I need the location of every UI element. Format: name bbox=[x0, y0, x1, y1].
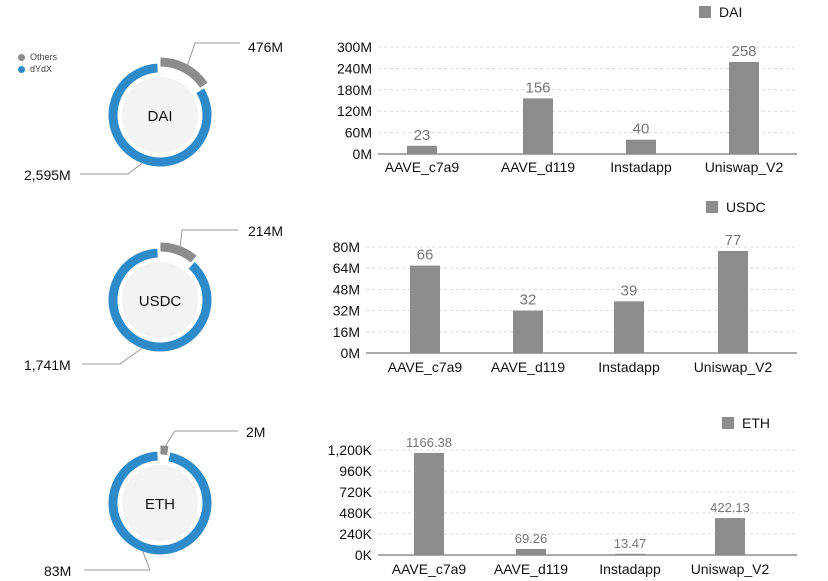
bar-value-label: 66 bbox=[417, 247, 434, 264]
y-tick-label: 960K bbox=[339, 463, 372, 479]
bar-aave-d119 bbox=[523, 98, 553, 154]
leader-line-others bbox=[164, 430, 238, 447]
bar-value-label: 32 bbox=[520, 292, 537, 309]
y-tick-label: 16M bbox=[333, 324, 360, 340]
x-tick-label: AAVE_d119 bbox=[494, 561, 568, 577]
legend-label-dydx: dYdX bbox=[30, 64, 53, 74]
legend-swatch bbox=[706, 201, 718, 213]
bar-uniswap-v2 bbox=[718, 250, 748, 353]
slice-label-others: 476M bbox=[248, 39, 283, 55]
y-tick-label: 480K bbox=[339, 505, 372, 521]
y-tick-label: 80M bbox=[333, 239, 360, 255]
global-legend: Others dYdX bbox=[18, 51, 57, 75]
legend-label: USDC bbox=[726, 199, 766, 215]
bar-value-label: 258 bbox=[731, 43, 756, 60]
y-tick-label: 240M bbox=[337, 60, 372, 76]
x-tick-label: Uniswap_V2 bbox=[705, 159, 784, 175]
bar-aave-c7a9 bbox=[414, 452, 444, 555]
y-tick-label: 240K bbox=[339, 526, 372, 542]
donut-chart-eth: ETH 2M 83M bbox=[44, 424, 265, 579]
y-tick-label: 0K bbox=[355, 547, 373, 563]
legend-item-dydx: dYdX bbox=[18, 63, 57, 75]
bar-value-label: 13.47 bbox=[614, 536, 647, 551]
donut-slice-dydx bbox=[108, 63, 212, 167]
donut-slice-dydx bbox=[108, 248, 212, 352]
y-tick-label: 180M bbox=[337, 82, 372, 98]
bar-uniswap-v2 bbox=[715, 518, 745, 555]
bar-instadapp bbox=[614, 301, 644, 353]
legend-label: ETH bbox=[742, 415, 770, 431]
bar-value-label: 23 bbox=[414, 127, 431, 144]
x-tick-label: AAVE_c7a9 bbox=[388, 359, 463, 375]
y-tick-label: 720K bbox=[339, 484, 372, 500]
legend-label: DAI bbox=[719, 4, 742, 20]
x-tick-label: Uniswap_V2 bbox=[691, 561, 770, 577]
donut-chart-dai: DAI 476M 2,595M bbox=[24, 39, 283, 183]
bar-value-label: 1166.38 bbox=[406, 435, 452, 450]
x-tick-label: AAVE_c7a9 bbox=[385, 159, 460, 175]
legend-label-others: Others bbox=[30, 52, 58, 62]
y-tick-label: 1,200K bbox=[328, 442, 373, 458]
x-tick-label: Uniswap_V2 bbox=[694, 359, 773, 375]
donut-center-label: USDC bbox=[139, 293, 182, 310]
slice-label-dydx: 2,595M bbox=[24, 167, 71, 183]
leader-line-dydx bbox=[82, 347, 143, 365]
y-tick-label: 32M bbox=[333, 303, 360, 319]
legend-swatch bbox=[722, 417, 734, 429]
donut-inner-disc bbox=[122, 262, 198, 338]
bar-aave-c7a9 bbox=[407, 145, 437, 154]
x-tick-label: Instadapp bbox=[610, 159, 672, 175]
legend-item-others: Others bbox=[18, 51, 57, 63]
x-tick-label: Instadapp bbox=[599, 561, 661, 577]
donut-inner-disc bbox=[122, 77, 198, 153]
leader-line-others bbox=[187, 42, 240, 66]
x-tick-label: AAVE_d119 bbox=[501, 159, 575, 175]
donut-slice-others bbox=[160, 242, 197, 263]
y-tick-label: 0M bbox=[353, 146, 372, 162]
donut-center-label: DAI bbox=[147, 108, 172, 125]
leader-line-others bbox=[179, 229, 238, 247]
bar-aave-c7a9 bbox=[410, 265, 440, 353]
bar-aave-d119 bbox=[516, 548, 546, 555]
donut-center-label: ETH bbox=[145, 496, 175, 513]
legend-swatch bbox=[699, 6, 711, 18]
y-tick-label: 64M bbox=[333, 260, 360, 276]
legend-swatch-others bbox=[18, 53, 25, 61]
bar-value-label: 422.13 bbox=[710, 500, 750, 515]
bar-value-label: 39 bbox=[621, 282, 638, 299]
y-tick-label: 0M bbox=[341, 345, 360, 361]
slice-label-dydx: 83M bbox=[44, 563, 71, 579]
x-tick-label: AAVE_c7a9 bbox=[392, 561, 467, 577]
leader-line-dydx bbox=[84, 550, 151, 571]
donut-chart-usdc: USDC 214M 1,741M bbox=[24, 223, 283, 373]
leader-line-dydx bbox=[80, 162, 143, 175]
bar-chart-dai: 0M 60M 120M 180M 240M 300M 23 AAVE_c7a9 156 AAVE_… bbox=[337, 4, 797, 175]
legend-swatch-dydx bbox=[18, 65, 25, 73]
slice-label-dydx: 1,741M bbox=[24, 357, 71, 373]
bar-value-label: 40 bbox=[633, 121, 650, 138]
bar-chart-eth: 0K 240K 480K 720K 960K 1,200K 1166.38 AAVE_c7a9… bbox=[328, 415, 797, 577]
slice-label-others: 214M bbox=[248, 223, 283, 239]
donut-slice-others bbox=[160, 57, 208, 88]
bar-value-label: 69.26 bbox=[515, 531, 548, 546]
donut-slice-dydx bbox=[108, 451, 212, 555]
y-tick-label: 300M bbox=[337, 39, 372, 55]
bar-uniswap-v2 bbox=[729, 61, 759, 155]
bar-value-label: 77 bbox=[725, 232, 742, 249]
x-tick-label: AAVE_d119 bbox=[491, 359, 565, 375]
slice-label-others: 2M bbox=[246, 424, 265, 440]
donut-slice-others bbox=[160, 445, 169, 456]
y-tick-label: 120M bbox=[337, 103, 372, 119]
bar-instadapp bbox=[615, 553, 645, 555]
y-tick-label: 60M bbox=[345, 125, 372, 141]
y-tick-label: 48M bbox=[333, 281, 360, 297]
donut-inner-disc bbox=[122, 465, 198, 541]
bar-value-label: 156 bbox=[525, 79, 550, 96]
bar-chart-usdc: 0M 16M 32M 48M 64M 80M 66 AAVE_c7a9 32 AAVE_d119 3… bbox=[333, 199, 797, 375]
bar-aave-d119 bbox=[513, 310, 543, 353]
bar-instadapp bbox=[626, 139, 656, 154]
x-tick-label: Instadapp bbox=[598, 359, 660, 375]
